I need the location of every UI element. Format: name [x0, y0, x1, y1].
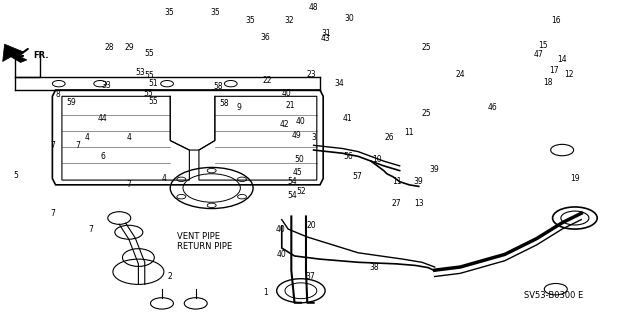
Text: 17: 17: [550, 66, 559, 75]
Text: 54: 54: [288, 191, 298, 200]
Text: 46: 46: [487, 103, 497, 112]
Text: 29: 29: [124, 43, 134, 52]
Text: 58: 58: [213, 82, 223, 91]
Text: 56: 56: [344, 152, 353, 161]
Text: FR.: FR.: [33, 51, 49, 60]
Text: 53: 53: [136, 68, 145, 77]
Text: 2: 2: [168, 272, 173, 281]
Text: 10: 10: [372, 155, 382, 164]
Text: 3: 3: [311, 133, 316, 142]
Text: RETURN PIPE: RETURN PIPE: [177, 242, 232, 251]
Text: 4: 4: [85, 133, 90, 142]
Text: 45: 45: [293, 168, 303, 177]
Text: 4: 4: [161, 174, 166, 183]
Text: 7: 7: [76, 141, 80, 150]
Text: 23: 23: [307, 70, 317, 79]
Text: 31: 31: [321, 29, 331, 38]
Text: 39: 39: [414, 177, 424, 186]
Text: 14: 14: [557, 56, 567, 64]
Text: 27: 27: [392, 199, 401, 208]
Text: 58: 58: [220, 99, 229, 108]
Circle shape: [207, 203, 216, 208]
Text: 55: 55: [148, 97, 158, 106]
Text: 57: 57: [352, 173, 362, 182]
Text: 47: 47: [534, 50, 543, 59]
Text: 22: 22: [263, 76, 273, 85]
Text: 38: 38: [369, 263, 379, 271]
Text: 19: 19: [570, 174, 580, 183]
Text: 55: 55: [145, 71, 154, 80]
Text: 33: 33: [102, 81, 111, 90]
Text: 7: 7: [50, 141, 55, 150]
Text: 42: 42: [280, 120, 289, 129]
Text: 11: 11: [392, 177, 401, 186]
Text: 8: 8: [55, 90, 60, 99]
Text: 39: 39: [430, 165, 440, 174]
Text: 25: 25: [422, 43, 431, 52]
Text: 40: 40: [277, 250, 287, 259]
Text: 35: 35: [164, 8, 174, 17]
Text: 24: 24: [456, 70, 465, 79]
Circle shape: [237, 177, 246, 182]
Text: 52: 52: [297, 187, 307, 196]
Text: 41: 41: [342, 114, 352, 123]
Text: 48: 48: [309, 3, 319, 12]
Text: 12: 12: [564, 70, 573, 79]
Circle shape: [207, 168, 216, 173]
Text: 26: 26: [384, 133, 394, 142]
Text: 11: 11: [404, 128, 414, 137]
Text: 40: 40: [296, 117, 306, 126]
Text: 15: 15: [538, 41, 548, 50]
Text: 37: 37: [305, 272, 316, 281]
Text: 7: 7: [126, 180, 131, 189]
Text: VENT PIPE: VENT PIPE: [177, 233, 220, 241]
Text: 55: 55: [145, 49, 154, 58]
Text: 6: 6: [101, 152, 106, 161]
Text: 35: 35: [245, 16, 255, 25]
Text: 51: 51: [148, 79, 158, 88]
Text: 9: 9: [237, 103, 241, 112]
Text: 7: 7: [50, 209, 55, 218]
Text: 7: 7: [88, 225, 93, 234]
Text: 1: 1: [264, 288, 268, 297]
Text: 34: 34: [334, 79, 344, 88]
Text: 30: 30: [344, 14, 354, 23]
Text: 32: 32: [285, 16, 294, 25]
Text: 40: 40: [276, 225, 285, 234]
Text: 28: 28: [105, 43, 115, 52]
Text: 36: 36: [260, 33, 270, 42]
Text: 59: 59: [67, 98, 76, 107]
Text: 20: 20: [307, 221, 317, 230]
Text: 49: 49: [292, 131, 301, 140]
Circle shape: [237, 195, 246, 199]
Text: SV53-B0300 E: SV53-B0300 E: [524, 291, 583, 300]
Text: 16: 16: [551, 16, 561, 25]
Text: 18: 18: [543, 78, 553, 86]
Text: 5: 5: [13, 171, 18, 180]
Text: 55: 55: [143, 89, 153, 98]
Circle shape: [177, 177, 186, 182]
Text: 44: 44: [97, 114, 107, 123]
Text: 4: 4: [126, 133, 131, 142]
Text: 13: 13: [414, 199, 424, 208]
Text: 40: 40: [282, 89, 292, 98]
Text: 50: 50: [294, 155, 304, 164]
Text: 35: 35: [210, 8, 220, 17]
Text: 54: 54: [288, 177, 298, 186]
Text: 21: 21: [285, 101, 295, 110]
Text: 43: 43: [320, 34, 330, 43]
Polygon shape: [3, 44, 27, 63]
Text: 25: 25: [422, 109, 431, 118]
Circle shape: [177, 195, 186, 199]
